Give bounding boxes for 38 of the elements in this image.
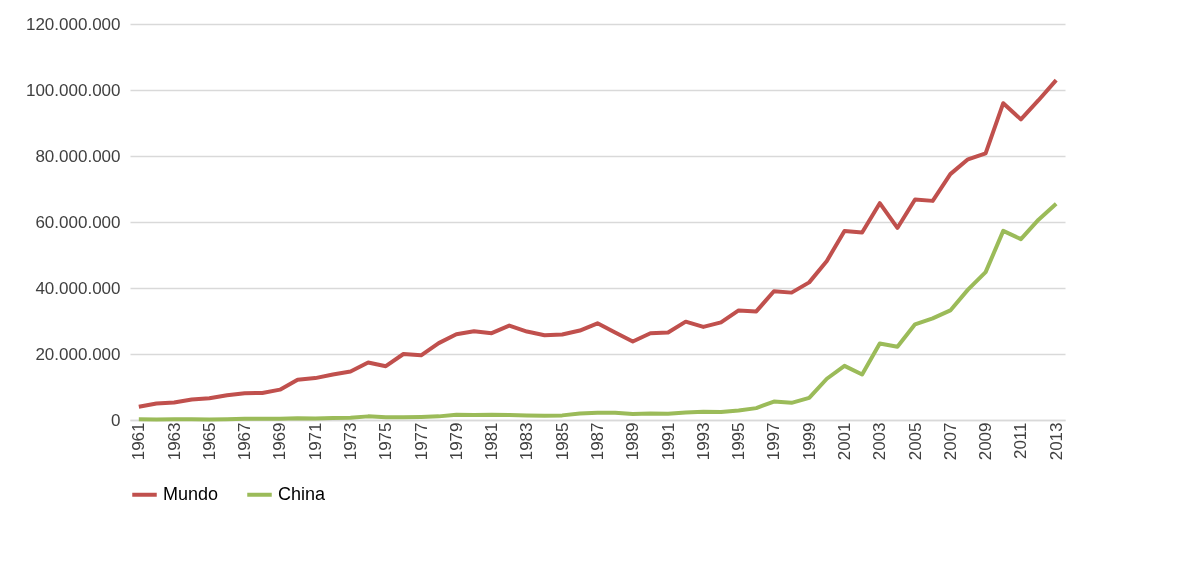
- legend-label: China: [278, 483, 327, 504]
- y-tick-label: 40.000.000: [35, 278, 121, 298]
- line-series: [136, 78, 1059, 409]
- x-tick-label: 2005: [905, 422, 925, 461]
- x-tick-label: 1995: [729, 422, 749, 461]
- y-tick-label: 60.000.000: [35, 212, 121, 232]
- x-tick-label: 1993: [693, 422, 713, 461]
- x-tick-label: 1989: [623, 422, 643, 461]
- x-tick-label: 1979: [446, 422, 466, 461]
- x-tick-label: 1983: [517, 422, 537, 461]
- y-tick-label: 80.000.000: [35, 146, 121, 166]
- y-tick-label: 100.000.000: [25, 80, 121, 100]
- x-tick-label: 1975: [376, 422, 396, 461]
- legend-label: Mundo: [163, 483, 219, 504]
- x-tick-label: 2013: [1046, 422, 1066, 461]
- x-tick-label: 1971: [305, 422, 325, 461]
- x-tick-label: 1969: [270, 422, 290, 461]
- x-tick-label: 1981: [482, 422, 502, 461]
- x-tick-label: 1961: [129, 422, 149, 461]
- line-series: [136, 201, 1059, 422]
- x-tick-label: 1967: [235, 422, 255, 461]
- x-tick-label: 1991: [658, 422, 678, 461]
- x-tick-label: 1965: [199, 422, 219, 461]
- x-tick-label: 1977: [411, 422, 431, 461]
- y-tick-label: 0: [111, 410, 121, 430]
- x-tick-label: 1997: [764, 422, 784, 461]
- x-tick-label: 1999: [799, 422, 819, 461]
- x-tick-label: 2009: [976, 422, 996, 461]
- x-tick-label: 2003: [870, 422, 890, 461]
- x-tick-label: 1973: [341, 422, 361, 461]
- y-tick-label: 20.000.000: [35, 344, 121, 364]
- x-tick-label: 1987: [588, 422, 607, 461]
- x-tick-label: 2001: [834, 422, 854, 461]
- y-tick-label: 120.000.000: [25, 14, 121, 34]
- x-tick-label: 1985: [552, 422, 572, 461]
- x-tick-label: 1963: [164, 422, 184, 461]
- x-tick-label: 2011: [1011, 422, 1031, 460]
- x-tick-label: 2007: [940, 422, 960, 461]
